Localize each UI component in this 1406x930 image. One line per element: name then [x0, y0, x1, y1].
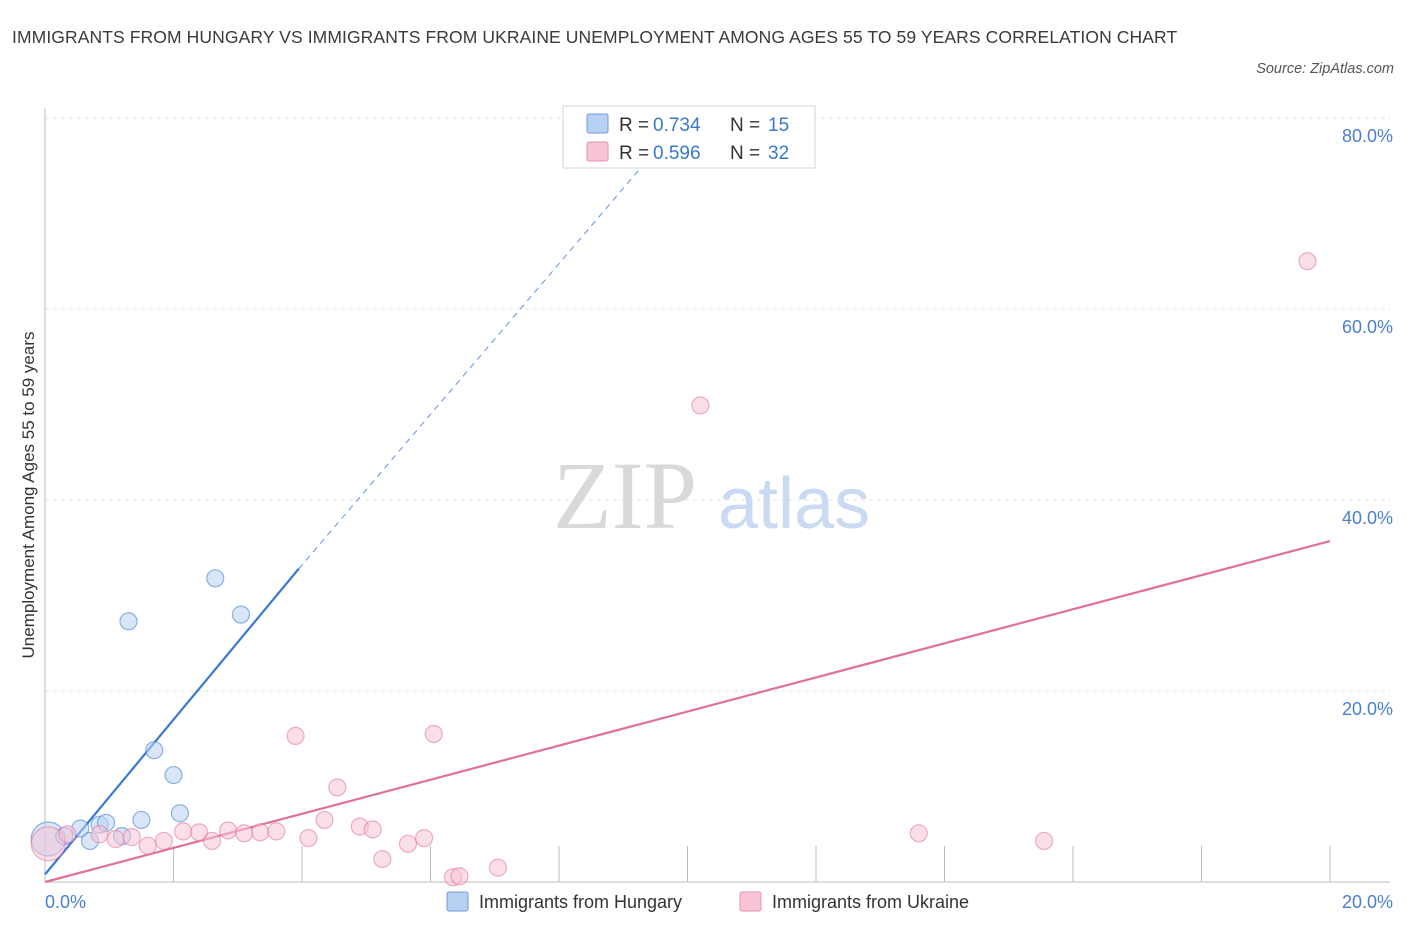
legend-n-value-hungary: 15 — [768, 115, 789, 136]
data-point-ukraine — [398, 834, 418, 853]
tick-labels: 20.0% 40.0% 60.0% 80.0% 0.0% 20.0% — [45, 126, 1393, 912]
legend-n-label-hungary: N = — [730, 115, 760, 136]
y-axis-label: Unemployment Among Ages 55 to 59 years — [19, 332, 38, 659]
x-tick-label-max: 20.0% — [1342, 892, 1393, 912]
data-point-ukraine — [909, 824, 928, 843]
data-point-ukraine — [174, 822, 193, 841]
gridlines — [45, 117, 1390, 692]
data-points — [30, 252, 1317, 887]
data-point-hungary — [231, 605, 251, 624]
data-point-ukraine — [414, 828, 434, 848]
x-tick-label-min: 0.0% — [45, 892, 86, 912]
data-point-hungary — [119, 612, 138, 631]
data-point-ukraine — [363, 820, 382, 839]
y-tick-label: 60.0% — [1342, 317, 1393, 337]
data-point-ukraine — [315, 810, 334, 830]
data-point-ukraine — [373, 849, 392, 869]
data-point-ukraine — [138, 836, 157, 855]
legend-n-label-ukraine: N = — [730, 143, 760, 164]
data-point-ukraine — [691, 396, 710, 415]
y-tick-label: 20.0% — [1342, 699, 1393, 719]
data-point-ukraine — [154, 831, 173, 851]
y-tick-label: 40.0% — [1342, 508, 1393, 528]
source-label: Source: ZipAtlas.com — [1256, 61, 1394, 77]
data-point-hungary — [132, 810, 151, 830]
data-point-ukraine — [30, 826, 66, 862]
watermark: ZIP atlas — [553, 442, 870, 549]
data-point-hungary — [206, 569, 225, 588]
data-point-ukraine — [1034, 831, 1054, 851]
bottom-legend-hungary: Immigrants from Hungary — [479, 892, 682, 912]
data-point-ukraine — [488, 858, 508, 877]
data-point-hungary — [164, 765, 183, 785]
data-point-ukraine — [251, 823, 270, 842]
bottom-legend-swatch-ukraine — [739, 891, 762, 912]
data-point-ukraine — [202, 831, 222, 851]
bottom-legend-swatch-hungary — [446, 891, 469, 912]
data-point-ukraine — [1298, 252, 1317, 271]
series-legend: Immigrants from Hungary Immigrants from … — [446, 891, 969, 912]
data-point-ukraine — [286, 726, 305, 745]
y-tick-label: 80.0% — [1342, 126, 1393, 146]
data-point-hungary — [170, 804, 190, 823]
watermark-zip: ZIP — [553, 442, 697, 549]
data-point-ukraine — [122, 828, 141, 847]
chart-title: IMMIGRANTS FROM HUNGARY VS IMMIGRANTS FR… — [12, 27, 1178, 47]
data-point-ukraine — [90, 825, 109, 844]
data-point-ukraine — [328, 778, 347, 797]
data-point-ukraine — [219, 821, 238, 840]
data-point-ukraine — [235, 824, 254, 843]
data-point-ukraine — [424, 724, 443, 744]
legend-r-value-hungary: 0.734 — [653, 115, 701, 136]
watermark-atlas: atlas — [718, 464, 870, 544]
data-point-hungary — [145, 741, 164, 760]
data-point-ukraine — [299, 828, 318, 848]
data-point-ukraine — [58, 825, 77, 844]
correlation-legend: R = 0.734 N = 15 R = 0.596 N = 32 — [562, 105, 816, 169]
legend-r-value-ukraine: 0.596 — [653, 143, 701, 164]
data-point-ukraine — [450, 867, 469, 886]
data-point-ukraine — [106, 829, 125, 849]
legend-swatch-ukraine — [586, 141, 609, 162]
bottom-legend-ukraine: Immigrants from Ukraine — [772, 892, 969, 912]
data-point-ukraine — [267, 822, 286, 841]
trend-line-extension-hungary — [298, 165, 643, 570]
legend-r-label-ukraine: R = — [619, 143, 649, 164]
data-point-ukraine — [190, 823, 209, 842]
legend-swatch-hungary — [586, 113, 609, 134]
legend-r-label-hungary: R = — [619, 115, 649, 136]
axes — [44, 108, 1390, 883]
legend-n-value-ukraine: 32 — [768, 143, 789, 164]
